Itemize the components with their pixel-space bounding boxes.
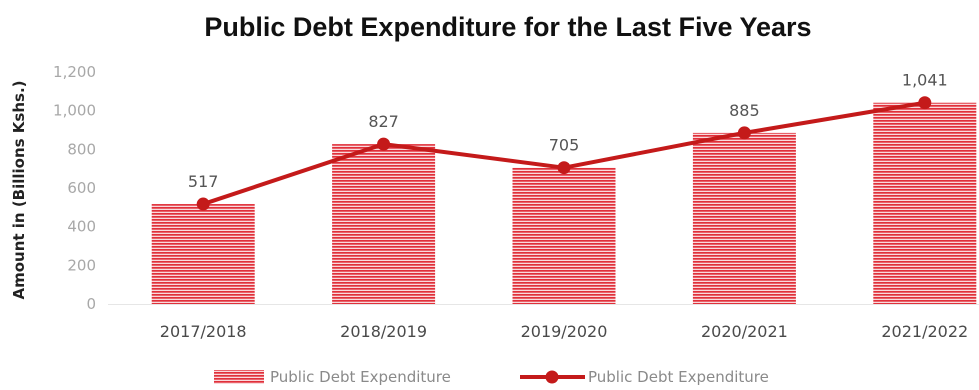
y-tick-label: 1,200 xyxy=(53,63,96,81)
y-tick-label: 400 xyxy=(67,218,96,236)
line-point xyxy=(557,161,571,175)
legend-line-label: Public Debt Expenditure xyxy=(588,368,769,386)
line-point xyxy=(737,126,751,140)
y-tick-label: 200 xyxy=(67,256,96,274)
legend: Public Debt Expenditure Public Debt Expen… xyxy=(214,368,769,386)
y-axis-label: Amount in (Billions Kshs.) xyxy=(10,80,28,299)
legend-bar-swatch xyxy=(214,370,264,384)
data-labels: 517 827 705 885 1,041 xyxy=(188,71,948,191)
x-tick-label: 2018/2019 xyxy=(340,322,427,341)
data-label: 1,041 xyxy=(902,71,948,90)
y-tick-label: 1,000 xyxy=(53,102,96,120)
data-label: 827 xyxy=(368,112,399,131)
bars xyxy=(151,102,977,305)
x-tick-label: 2020/2021 xyxy=(701,322,788,341)
data-label: 705 xyxy=(549,136,580,155)
bar xyxy=(332,144,436,304)
chart-title: Public Debt Expenditure for the Last Fiv… xyxy=(204,12,811,42)
x-tick-label: 2021/2022 xyxy=(881,322,968,341)
line-point xyxy=(377,137,391,151)
line-series xyxy=(196,96,932,211)
bar xyxy=(512,167,616,304)
line-point xyxy=(196,197,210,211)
x-tick-label: 2017/2018 xyxy=(160,322,247,341)
x-axis-ticks: 2017/2018 2018/2019 2019/2020 2020/2021 2021… xyxy=(160,322,968,341)
legend-line-marker xyxy=(545,370,559,384)
bar xyxy=(692,132,796,304)
y-tick-label: 800 xyxy=(67,140,96,158)
y-axis-ticks: 0 200 400 600 800 1,000 1,200 xyxy=(53,63,96,313)
y-tick-label: 0 xyxy=(86,295,96,313)
legend-bar-label: Public Debt Expenditure xyxy=(270,368,451,386)
data-label: 517 xyxy=(188,172,219,191)
x-tick-label: 2019/2020 xyxy=(521,322,608,341)
bar xyxy=(873,102,977,305)
bar xyxy=(151,204,255,304)
y-tick-label: 600 xyxy=(67,179,96,197)
data-label: 885 xyxy=(729,101,760,120)
line-point xyxy=(918,96,932,110)
